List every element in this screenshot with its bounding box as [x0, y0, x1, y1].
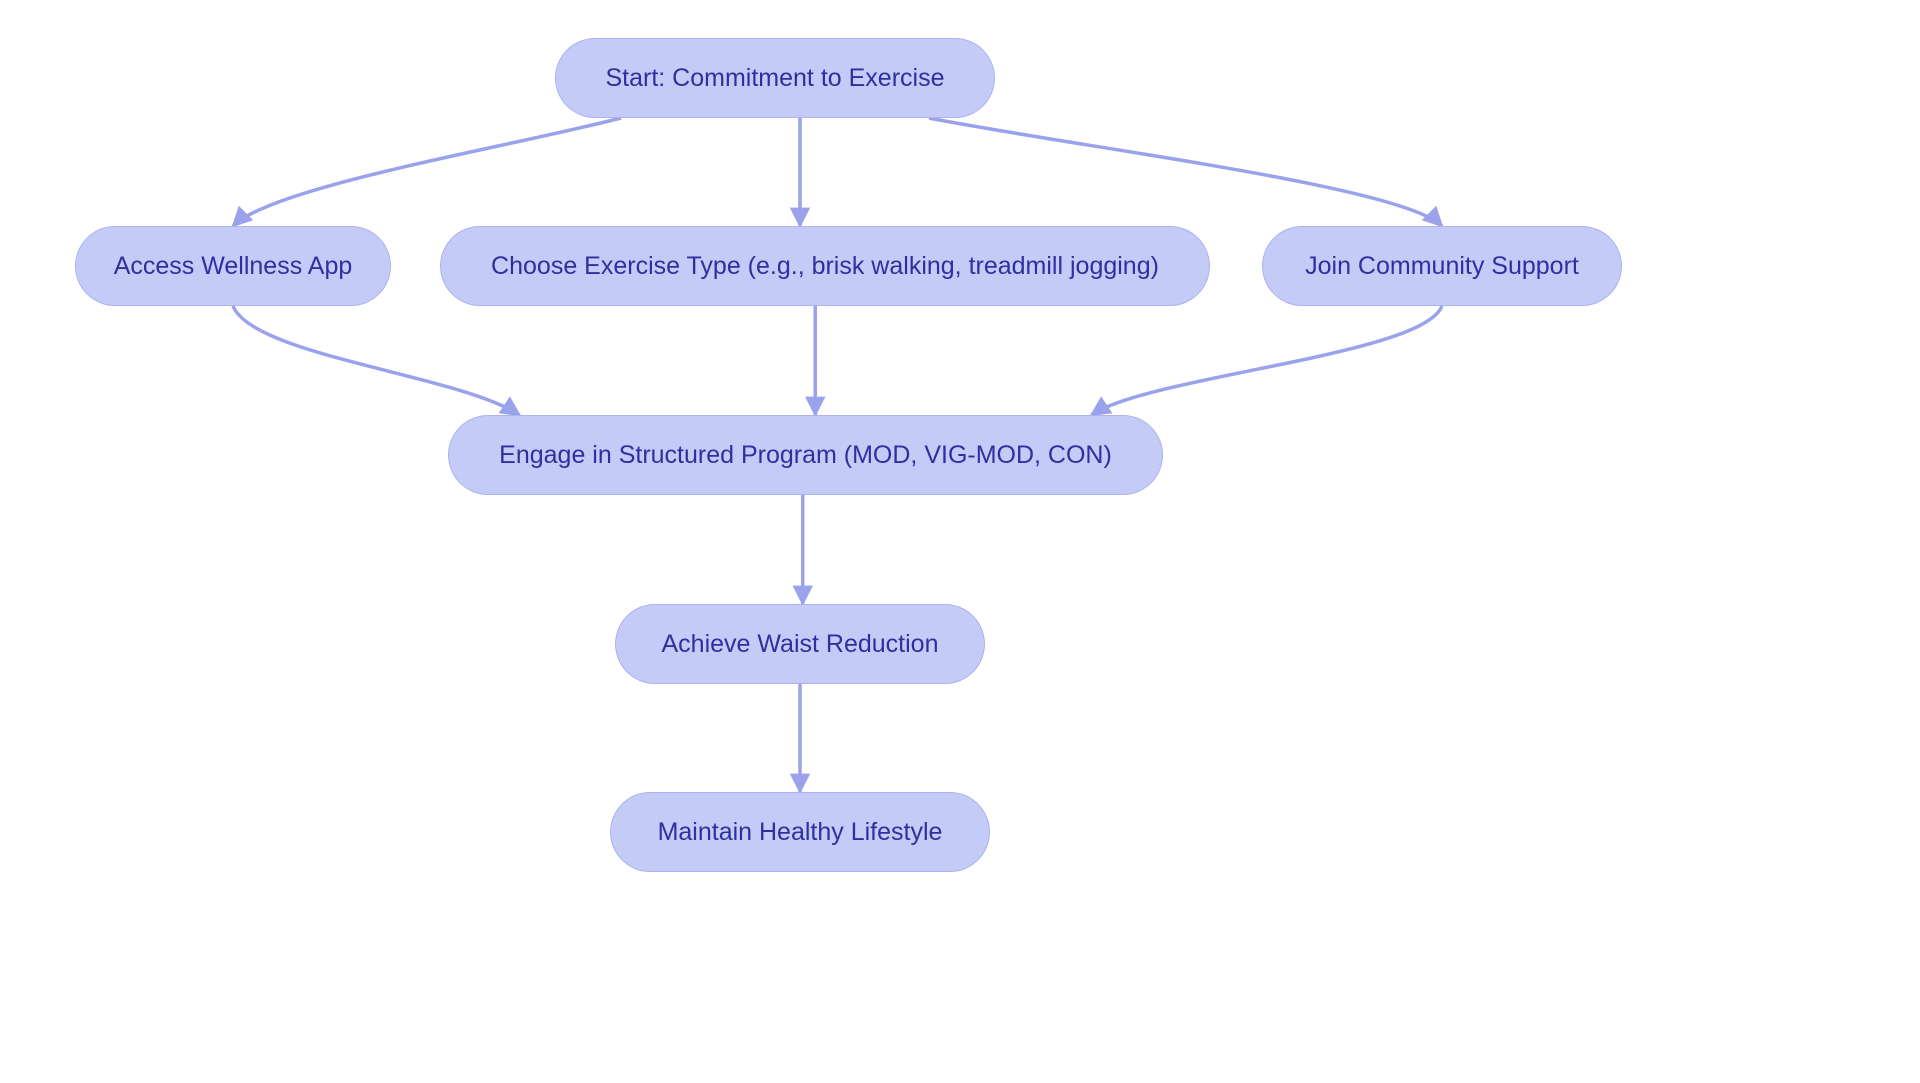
flowchart-edges [0, 0, 1920, 1083]
edge-start-to-community [929, 118, 1442, 226]
node-label: Choose Exercise Type (e.g., brisk walkin… [491, 252, 1159, 281]
node-achieve: Achieve Waist Reduction [615, 604, 985, 684]
flowchart-canvas: Start: Commitment to Exercise Access Well… [0, 0, 1920, 1083]
edge-start-to-app [233, 118, 621, 226]
edge-app-to-engage [233, 306, 520, 415]
node-label: Access Wellness App [114, 252, 353, 281]
node-label: Engage in Structured Program (MOD, VIG-M… [499, 441, 1112, 470]
node-maintain: Maintain Healthy Lifestyle [610, 792, 990, 872]
node-choose: Choose Exercise Type (e.g., brisk walkin… [440, 226, 1210, 306]
node-label: Maintain Healthy Lifestyle [658, 818, 943, 847]
node-community: Join Community Support [1262, 226, 1622, 306]
node-app: Access Wellness App [75, 226, 391, 306]
node-label: Join Community Support [1305, 252, 1579, 281]
node-start: Start: Commitment to Exercise [555, 38, 995, 118]
node-engage: Engage in Structured Program (MOD, VIG-M… [448, 415, 1163, 495]
edge-community-to-engage [1092, 306, 1443, 415]
node-label: Start: Commitment to Exercise [606, 64, 945, 93]
node-label: Achieve Waist Reduction [662, 630, 939, 659]
